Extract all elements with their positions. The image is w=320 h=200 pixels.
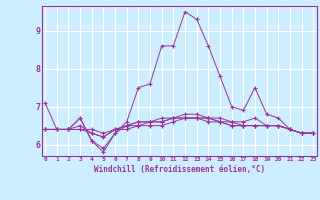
X-axis label: Windchill (Refroidissement éolien,°C): Windchill (Refroidissement éolien,°C)	[94, 165, 265, 174]
